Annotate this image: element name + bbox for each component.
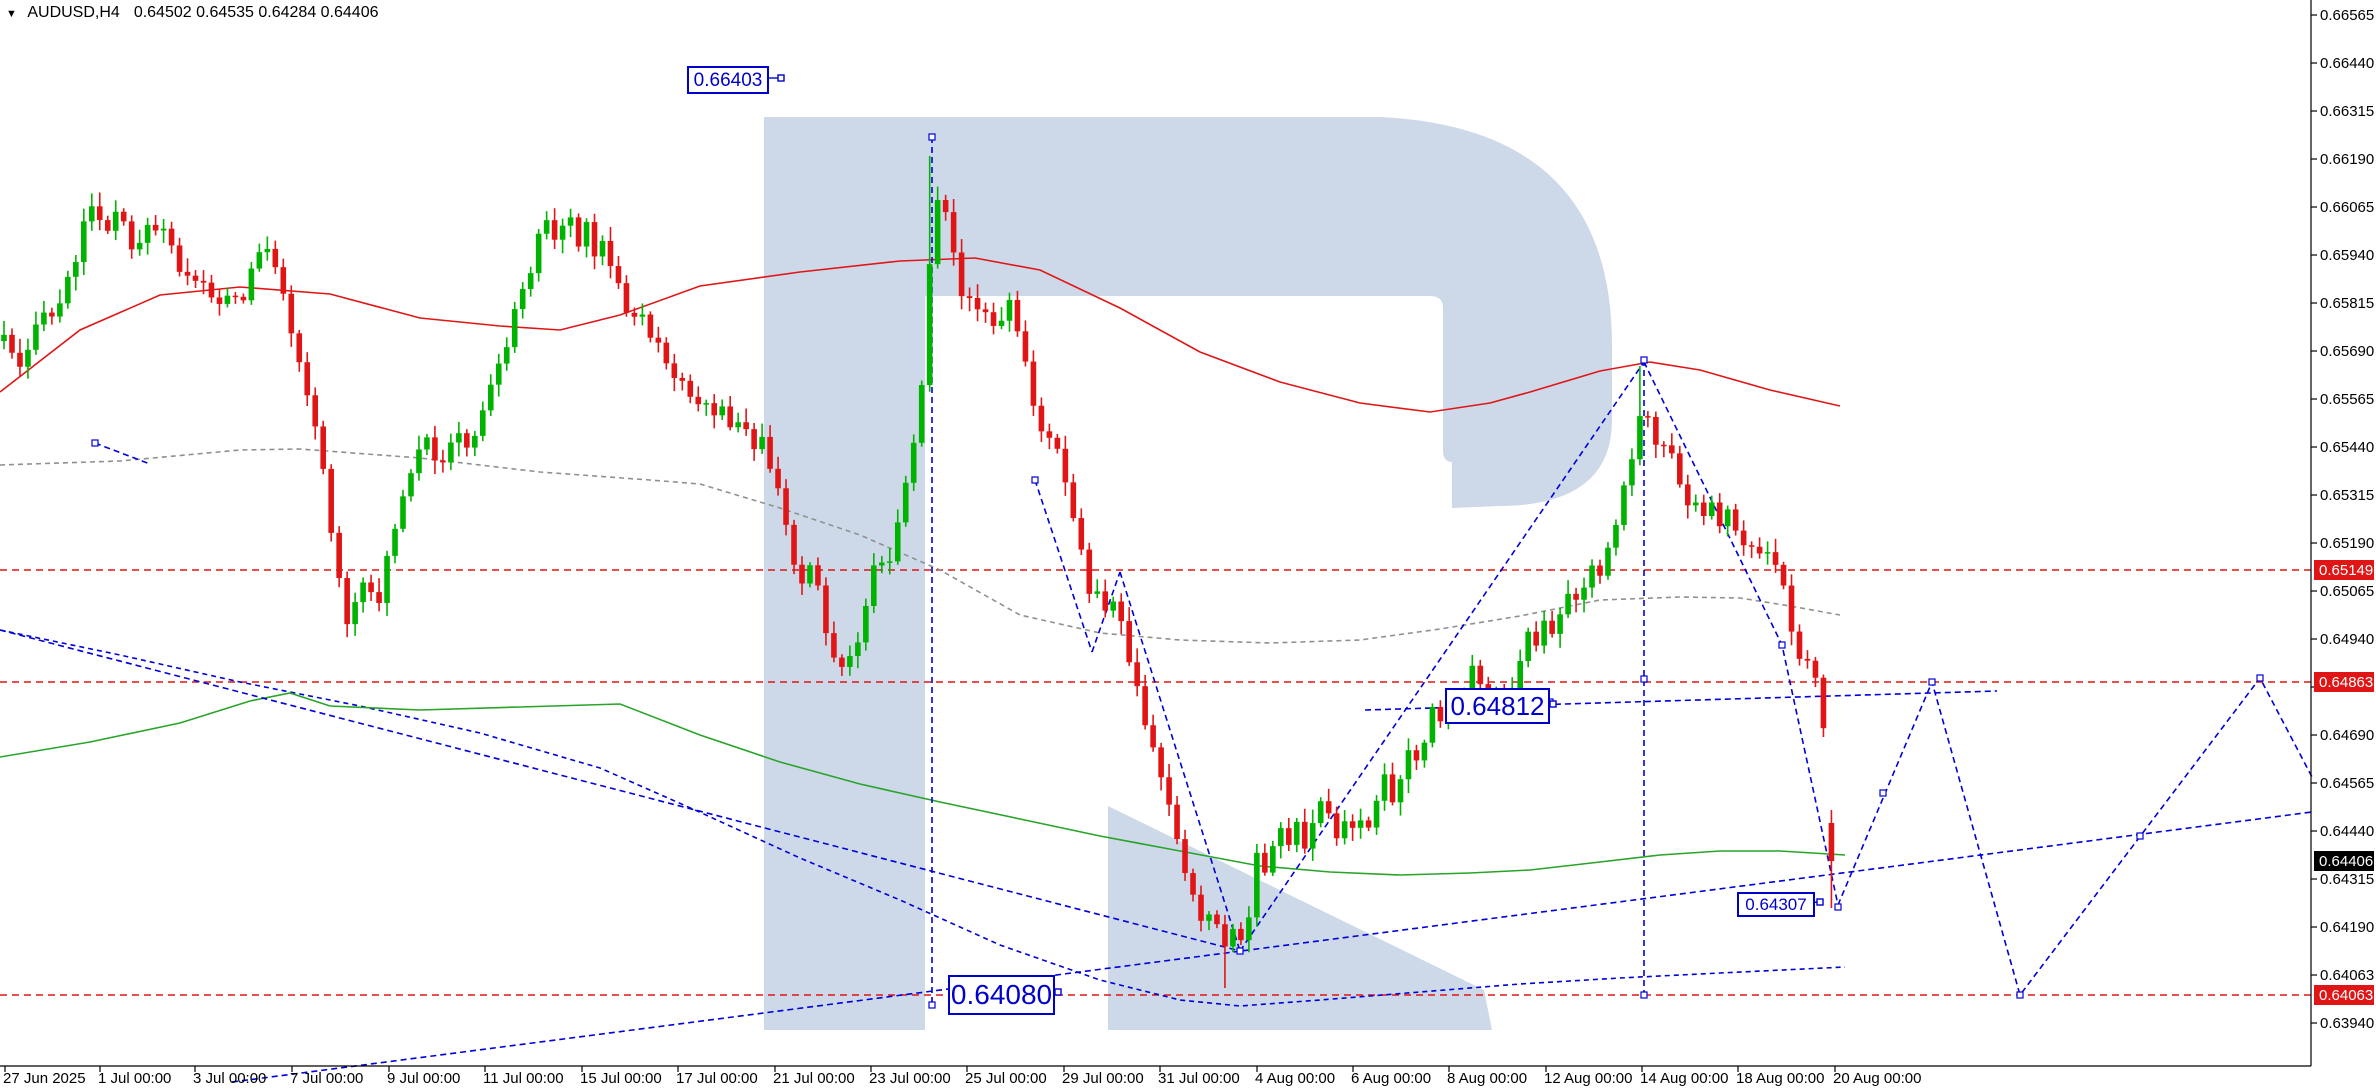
price-tick-label: 0.64190 [2320, 919, 2374, 936]
price-tick-label: 0.65690 [2320, 343, 2374, 360]
axis-frame [0, 0, 2312, 1067]
trendline-wave-down-1[interactable] [1034, 479, 1093, 653]
date-tick-label: 14 Aug 00:00 [1640, 1070, 1728, 1087]
date-tick-label: 8 Aug 00:00 [1447, 1070, 1527, 1087]
date-tick-label: 4 Aug 00:00 [1255, 1070, 1335, 1087]
date-tick-label: 21 Jul 00:00 [773, 1070, 855, 1087]
date-tick-label: 15 Jul 00:00 [580, 1070, 662, 1087]
date-tick-label: 31 Jul 00:00 [1158, 1070, 1240, 1087]
price-tick-label: 0.64690 [2320, 727, 2374, 744]
price-tick-label: 0.65315 [2320, 487, 2374, 504]
svg-text:0.64063: 0.64063 [2319, 987, 2373, 1004]
dropdown-arrow-icon: ▼ [6, 8, 17, 20]
price-tick-label: 0.65440 [2320, 439, 2374, 456]
current-price-badge: 0.64406 [2314, 851, 2374, 871]
date-tick-label: 18 Aug 00:00 [1736, 1070, 1824, 1087]
price-tick-label: 0.64440 [2320, 823, 2374, 840]
price-tick-label: 0.65940 [2320, 247, 2374, 264]
date-tick-label: 6 Aug 00:00 [1351, 1070, 1431, 1087]
ma-medium-gray [0, 448, 1841, 644]
price-tick-label: 0.66065 [2320, 199, 2374, 216]
ma-long-blue [0, 629, 1846, 1007]
symbol-dropdown[interactable]: ▼ AUDUSD,H4 [6, 4, 120, 22]
date-tick-label: 11 Jul 00:00 [483, 1070, 564, 1087]
svg-text:0.65149: 0.65149 [2319, 562, 2373, 579]
candlesticks [1, 156, 1835, 988]
trendline-descending-support[interactable] [0, 629, 1241, 952]
price-tick-label: 0.65190 [2320, 535, 2374, 552]
date-tick-label: 7 Jul 00:00 [290, 1070, 363, 1087]
svg-text:0.64863: 0.64863 [2319, 674, 2373, 691]
date-tick-label: 1 Jul 00:00 [98, 1070, 171, 1087]
price-tick-label: 0.66190 [2320, 151, 2374, 168]
date-tick-label: 23 Jul 00:00 [869, 1070, 951, 1087]
chart-header: ▼ AUDUSD,H4 0.64502 0.64535 0.64284 0.64… [6, 4, 379, 22]
price-tick-label: 0.66565 [2320, 7, 2374, 24]
price-tick-label: 0.64940 [2320, 631, 2374, 648]
ma-green [0, 692, 1846, 876]
wave-price-label-64307[interactable]: 0.64307 [1737, 892, 1815, 917]
level-price-badge: 0.64063 [2314, 985, 2374, 1005]
symbol-timeframe: AUDUSD,H4 [27, 4, 120, 21]
trendline-forecast-zigzag[interactable] [1837, 676, 2313, 997]
price-axis[interactable]: 0.66565 0.66440 0.66315 0.66190 0.66065 0.659… [2311, 7, 2374, 1032]
level-price-badge: 0.65149 [2314, 560, 2374, 580]
trendline-wave-down-3[interactable] [1643, 361, 1839, 906]
ma-red [0, 257, 1841, 413]
price-tick-label: 0.64315 [2320, 871, 2374, 888]
date-tick-label: 9 Jul 00:00 [387, 1070, 460, 1087]
trendline-wave-down-2[interactable] [1119, 571, 1241, 952]
ohlc-readout: 0.64502 0.64535 0.64284 0.64406 [133, 4, 379, 21]
price-tick-label: 0.66315 [2320, 103, 2374, 120]
price-tick-label: 0.65565 [2320, 391, 2374, 408]
price-tick-label: 0.64565 [2320, 775, 2374, 792]
price-tick-label: 0.64063 [2320, 967, 2374, 984]
date-tick-label: 27 Jun 2025 [3, 1070, 86, 1087]
wave-price-label-64812[interactable]: 0.64812 [1445, 688, 1550, 724]
watermark-logo [764, 117, 1612, 1030]
level-price-badge: 0.64863 [2314, 672, 2374, 692]
svg-text:0.64406: 0.64406 [2319, 853, 2373, 870]
price-tick-label: 0.65815 [2320, 295, 2374, 312]
date-tick-label: 25 Jul 00:00 [965, 1070, 1047, 1087]
trendline-wave-up-major[interactable] [1239, 361, 1645, 952]
date-tick-label: 3 Jul 00:00 [193, 1070, 266, 1087]
wave-price-label-high[interactable]: 0.66403 [687, 66, 769, 94]
date-tick-label: 17 Jul 00:00 [676, 1070, 758, 1087]
date-tick-label: 12 Aug 00:00 [1544, 1070, 1632, 1087]
date-tick-label: 29 Jul 00:00 [1062, 1070, 1144, 1087]
price-tick-label: 0.66440 [2320, 55, 2374, 72]
price-tick-label: 0.65065 [2320, 583, 2374, 600]
time-axis[interactable]: 27 Jun 2025 1 Jul 00:00 3 Jul 00:00 7 Jul 0… [3, 1066, 1921, 1087]
date-tick-label: 20 Aug 00:00 [1833, 1070, 1921, 1087]
price-tick-label: 0.63940 [2320, 1015, 2374, 1032]
wave-price-label-64080[interactable]: 0.64080 [948, 975, 1055, 1015]
